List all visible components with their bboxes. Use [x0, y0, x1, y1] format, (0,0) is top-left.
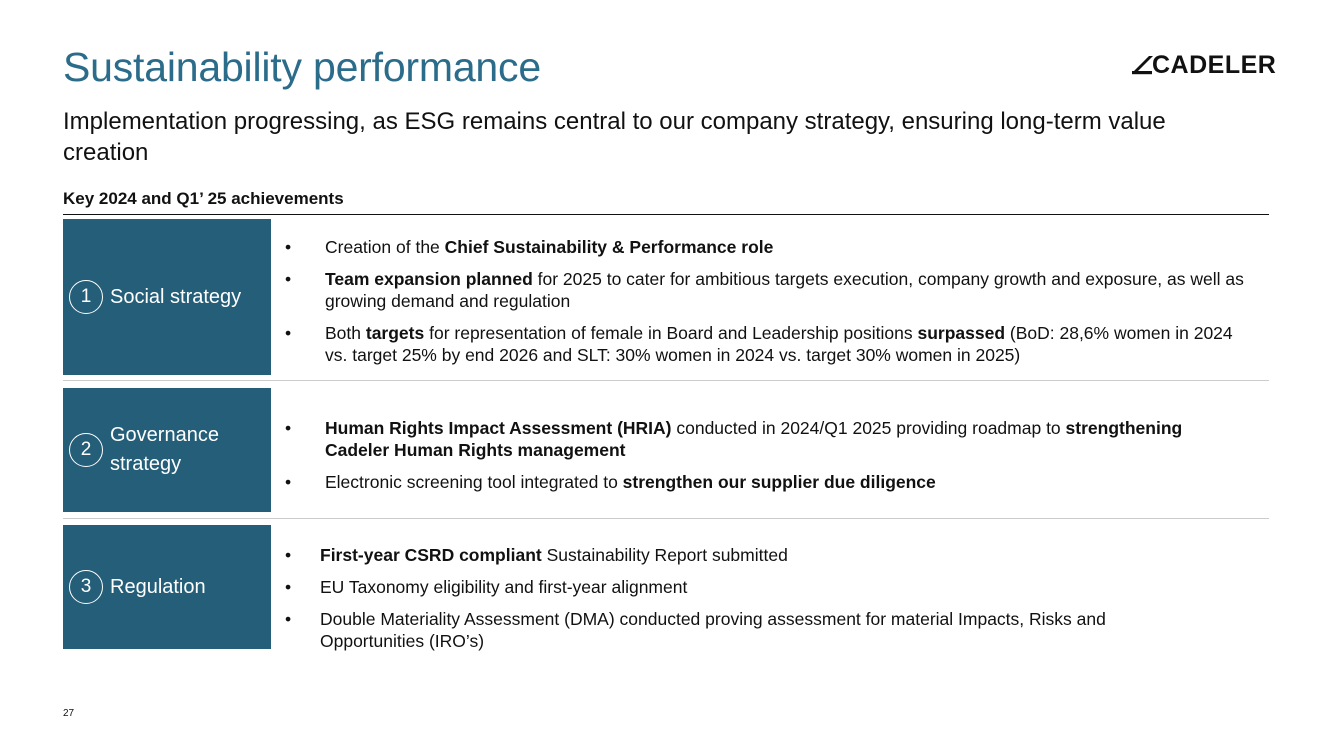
bullet-text: Electronic screening tool integrated to	[325, 472, 623, 492]
regulation-bullets: • First-year CSRD compliant Sustainabilit…	[285, 544, 1205, 652]
bullet-dot-icon: •	[285, 418, 292, 438]
bullet-text: EU Taxonomy eligibility and first-year a…	[320, 577, 688, 597]
bullet-item: • Team expansion planned for 2025 to cate…	[285, 268, 1245, 312]
bullet-dot-icon: •	[285, 545, 292, 565]
bullet-item: • EU Taxonomy eligibility and first-year …	[285, 576, 1205, 598]
bullet-dot-icon: •	[285, 577, 292, 597]
bullet-dot-icon: •	[285, 269, 292, 289]
page-number: 27	[63, 708, 75, 719]
number-badge-3: 3	[69, 570, 103, 604]
bullet-text-bold: strengthening Cadeler Human Rights manag…	[325, 418, 1183, 460]
bullet-text-bold: First-year CSRD compliant	[320, 545, 542, 565]
section-heading: Key 2024 and Q1’ 25 achievements	[63, 189, 344, 208]
social-strategy-bullets: • Creation of the Chief Sustainability & …	[285, 236, 1245, 366]
bullet-dot-icon: •	[285, 472, 292, 492]
regulation-box: 3 Regulation	[63, 525, 271, 649]
bullet-item: • Both targets for representation of fema…	[285, 322, 1245, 366]
bullet-text-bold: Team expansion planned	[325, 269, 533, 289]
bullet-item: • Double Materiality Assessment (DMA) con…	[285, 608, 1205, 652]
page-title: Sustainability performance	[63, 44, 541, 90]
bullet-dot-icon: •	[285, 609, 292, 629]
bullet-item: • Creation of the Chief Sustainability & …	[285, 236, 1245, 258]
bullet-item: • Human Rights Impact Assessment (HRIA) c…	[285, 417, 1185, 461]
row-divider	[63, 380, 1269, 381]
social-strategy-label: Social strategy	[110, 285, 242, 308]
heading-divider	[63, 214, 1269, 215]
regulation-label: Regulation	[110, 575, 206, 598]
bullet-dot-icon: •	[285, 237, 292, 257]
bullet-text-bold: strengthen our supplier due diligence	[622, 472, 936, 492]
bullet-item: • First-year CSRD compliant Sustainabilit…	[285, 544, 1205, 566]
bullet-text: Double Materiality Assessment (DMA) cond…	[320, 609, 1106, 651]
bullet-text: Sustainability Report submitted	[541, 545, 788, 565]
bullet-dot-icon: •	[285, 323, 292, 343]
social-strategy-box: 1 Social strategy	[63, 219, 271, 375]
bullet-text-bold: surpassed	[917, 323, 1006, 343]
cadeler-logo-mark-icon	[1132, 56, 1153, 75]
bullet-text: conducted in 2024/Q1 2025 providing road…	[671, 418, 1066, 438]
bullet-text: for 2025 to cater for ambitious targets …	[325, 269, 1244, 311]
governance-strategy-box: 2 Governance strategy	[63, 388, 271, 512]
bullet-item: • Electronic screening tool integrated to…	[285, 471, 1185, 493]
row-divider	[63, 518, 1269, 519]
bullet-text: Both	[325, 323, 366, 343]
bullet-text: for representation of female in Board an…	[424, 323, 918, 343]
governance-strategy-bullets: • Human Rights Impact Assessment (HRIA) c…	[285, 417, 1185, 493]
cadeler-logo-text: CADELER	[1152, 50, 1277, 79]
bullet-text-bold: Chief Sustainability & Performance role	[444, 237, 774, 257]
number-badge-2: 2	[69, 433, 103, 467]
bullet-text: Creation of the	[325, 237, 445, 257]
number-badge-1: 1	[69, 280, 103, 314]
bullet-text-bold: Human Rights Impact Assessment (HRIA)	[325, 418, 672, 438]
page-subtitle: Implementation progressing, as ESG remai…	[63, 108, 1166, 166]
bullet-text: (BoD: 28,6% women in 2024 vs. target 25%…	[325, 323, 1233, 365]
governance-strategy-label: Governance strategy	[110, 424, 219, 475]
cadeler-logo: CADELER	[1128, 50, 1277, 79]
bullet-text-bold: targets	[365, 323, 425, 343]
